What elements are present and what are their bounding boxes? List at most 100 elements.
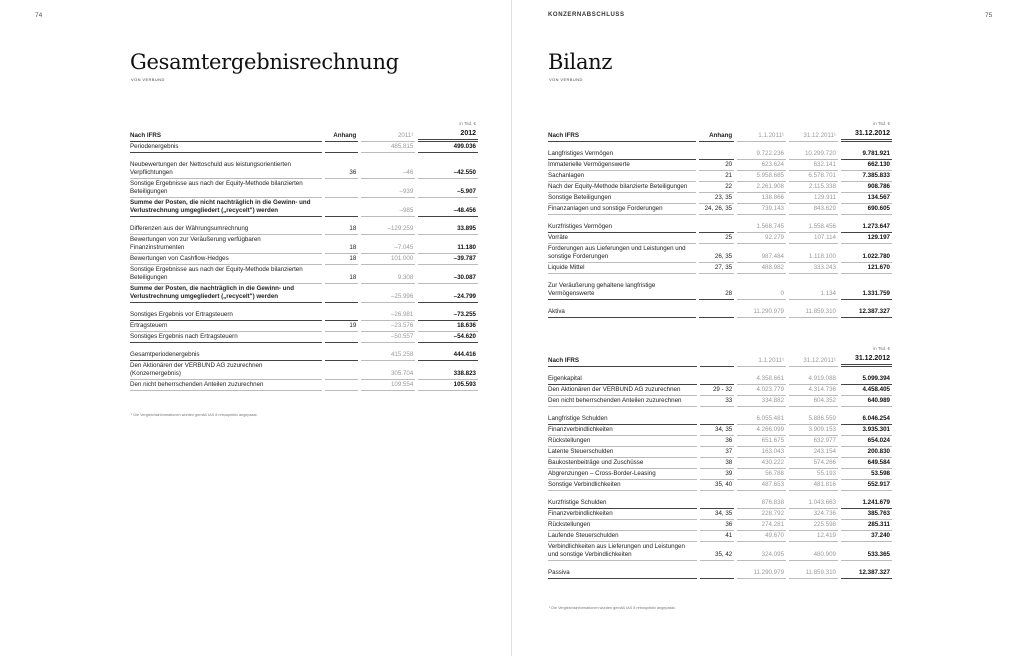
empty-cell: [789, 142, 838, 149]
note-reference: 19: [324, 321, 359, 332]
note-reference: 37: [699, 447, 735, 458]
table-row: Differenzen aus der Währungsumrechnung 18…: [130, 224, 478, 235]
table-row: Finanzanlagen und sonstige Forderungen 24…: [548, 204, 892, 215]
current-value: 552.917: [840, 480, 892, 491]
table-row: Abgrenzungen – Cross-Border-Leasing 39 56.…: [548, 469, 892, 480]
empty-cell: [737, 491, 786, 498]
subtotal-row: Kurzfristige Schulden 876.838 1.043.663 1.2…: [548, 498, 892, 509]
prior-value: –46: [361, 160, 416, 179]
note-reference: [699, 374, 735, 385]
prior-value: 49.670: [737, 531, 787, 542]
empty-cell: [548, 407, 697, 414]
empty-cell: [130, 303, 322, 310]
current-value: 33.895: [418, 224, 478, 235]
prior-value: 4.314.736: [789, 385, 838, 396]
prior-value: –50.557: [361, 332, 416, 343]
empty-cell: [361, 153, 415, 160]
empty-cell: [548, 561, 697, 568]
subtotal-row: Zur Veräußerung gehaltene langfristige V…: [548, 281, 892, 300]
note-reference: 36: [324, 160, 359, 179]
column-header: 2011¹: [361, 129, 416, 142]
current-value: 499.036: [418, 142, 478, 153]
row-label: Ertragsteuern: [130, 321, 322, 332]
prior-value: 1.568.745: [737, 222, 786, 233]
column-header: [699, 354, 735, 367]
table-row: Latente Steuerschulden 37 163.043 243.154 20…: [548, 447, 892, 458]
prior-value: 3.909.153: [789, 425, 838, 436]
empty-cell: [841, 407, 892, 414]
prior-value: 9.722.236: [737, 149, 786, 160]
current-value: 134.567: [840, 193, 892, 204]
spacer-row: [130, 153, 478, 160]
column-header: 1.1.2011¹: [737, 129, 786, 142]
empty-cell: [699, 274, 734, 281]
empty-cell: [737, 119, 786, 129]
column-header: 31.12.2012: [840, 129, 892, 142]
current-value: 53.598: [840, 469, 892, 480]
prior-value: 2.261.908: [737, 182, 786, 193]
row-label: Nach der Equity-Methode bilanzierte Bete…: [548, 182, 696, 193]
current-value: –73.255: [418, 310, 478, 321]
row-label: Finanzverbindlichkeiten: [548, 509, 697, 520]
header-row: Nach IFRS Anhang 2011¹ 2012: [130, 129, 478, 142]
row-label: Finanzverbindlichkeiten: [548, 425, 697, 436]
prior-value: –7.045: [361, 235, 416, 254]
prior-value: –939: [361, 179, 416, 198]
unit-label: in Tsd. €: [873, 121, 890, 126]
header-row: Nach IFRS Anhang 1.1.2011¹ 31.12.2011¹ 31.12…: [548, 129, 892, 142]
prior-value: –23.576: [361, 321, 416, 332]
current-value: 4.458.405: [840, 385, 892, 396]
note-reference: 36: [699, 520, 735, 531]
empty-cell: [789, 344, 838, 354]
page-title: Bilanz: [548, 50, 613, 74]
empty-cell: [130, 153, 322, 160]
prior-value: 6.055.481: [737, 414, 787, 425]
current-value: 37.240: [840, 531, 892, 542]
empty-cell: [325, 217, 358, 224]
subtotal-row: Kurzfristiges Vermögen 1.568.745 1.558.456…: [548, 222, 892, 233]
note-reference: [698, 222, 735, 233]
note-reference: [698, 307, 735, 318]
empty-cell: [841, 274, 892, 281]
prior-value: –25.996: [361, 284, 416, 303]
prior-value: 1.118.100: [788, 244, 838, 263]
empty-cell: [418, 217, 478, 224]
prior-value: 430.222: [737, 458, 787, 469]
table-row: Liquide Mittel 27, 35 488.982 333.243 121.67…: [548, 263, 892, 274]
prior-value: 2.115.338: [788, 182, 838, 193]
empty-cell: [699, 300, 734, 307]
row-label: Den nicht beherrschenden Anteilen zuzure…: [548, 396, 697, 407]
empty-cell: [737, 274, 786, 281]
page-number: 75: [985, 12, 993, 19]
row-label: Finanzanlagen und sonstige Forderungen: [548, 204, 696, 215]
empty-cell: [699, 142, 734, 149]
row-label: Laufende Steuerschulden: [548, 531, 697, 542]
current-value: 5.099.394: [840, 374, 892, 385]
subtotal-row: Langfristiges Vermögen 9.722.236 10.299.72…: [548, 149, 892, 160]
subtotal-row: Eigenkapital 4.358.661 4.919.088 5.099.394: [548, 374, 892, 385]
table-row: Sonstige Ergebnisse aus nach der Equity-…: [130, 179, 478, 198]
current-value: 200.830: [840, 447, 892, 458]
note-reference: 34, 35: [699, 425, 735, 436]
row-label: Sonstiges Ergebnis vor Ertragsteuern: [130, 310, 322, 321]
table-row: Vorräte 25 92.279 107.114 129.197: [548, 233, 892, 244]
row-label: Abgrenzungen – Cross-Border-Leasing: [548, 469, 697, 480]
prior-value: 1.043.663: [789, 498, 838, 509]
empty-cell: [737, 367, 786, 374]
row-label: Den Aktionären der VERBUND AG zuzurechne…: [548, 385, 697, 396]
current-value: –48.456: [418, 198, 478, 217]
column-header: 1.1.2011¹: [737, 354, 787, 367]
empty-cell: [841, 142, 892, 149]
spacer-row: [548, 491, 892, 498]
prior-value: 228.792: [737, 509, 787, 520]
empty-cell: [789, 215, 838, 222]
page-title: Gesamtergebnisrechnung: [130, 50, 399, 74]
page-number: 74: [35, 12, 43, 19]
spacer-row: [548, 274, 892, 281]
current-value: –5.907: [418, 179, 478, 198]
empty-cell: [789, 407, 838, 414]
spacer-row: [548, 142, 892, 149]
column-header: Nach IFRS: [130, 129, 322, 142]
row-label: Vorräte: [548, 233, 696, 244]
prior-value: 56.788: [737, 469, 787, 480]
